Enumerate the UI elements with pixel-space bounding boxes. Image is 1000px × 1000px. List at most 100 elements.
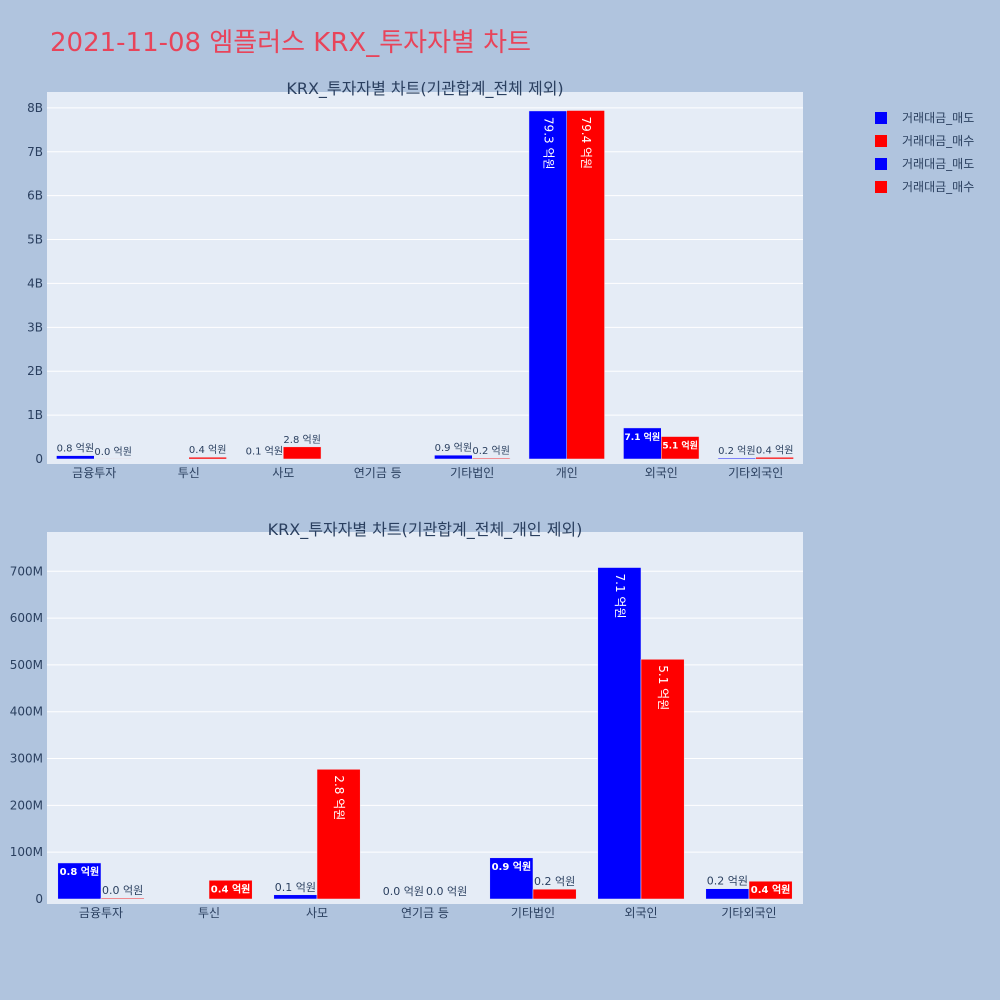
data-label: 0.2 억원 — [472, 445, 509, 457]
plot-area — [47, 532, 803, 904]
y-tick-label: 3B — [27, 320, 43, 334]
data-label: 0.1 억원 — [275, 881, 316, 894]
data-label: 0.4 억원 — [756, 444, 793, 456]
legend-swatch — [875, 111, 887, 124]
x-tick-label: 금융투자 — [72, 466, 116, 480]
bar — [566, 110, 605, 460]
bar — [532, 888, 577, 900]
y-tick-label: 400M — [10, 705, 43, 719]
data-label: 7.1 억원 — [625, 431, 661, 443]
x-tick-label: 연기금 등 — [354, 466, 402, 480]
bar — [472, 457, 511, 460]
x-tick-label: 외국인 — [645, 466, 678, 480]
data-label: 2.8 억원 — [332, 775, 346, 820]
bar — [57, 862, 102, 900]
chart-1: 0 1B 2B 3B 4B 5B 6B 7B 8B KRX_투자자별 차트(기관합계_전체 제외)… — [27, 79, 803, 480]
bar — [273, 894, 318, 900]
y-tick-label: 1B — [27, 408, 43, 422]
page-title: 2021-11-08 엠플러스 KRX_투자자별 차트 — [50, 28, 532, 58]
bar — [56, 455, 95, 460]
data-label: 2.8 억원 — [283, 434, 320, 446]
y-tick-label: 5B — [27, 233, 43, 247]
legend-swatch — [875, 157, 887, 170]
data-label: 0.2 억원 — [707, 875, 748, 888]
data-label: 5.1 억원 — [662, 440, 698, 452]
legend-label: 거래대금_매수 — [902, 180, 975, 194]
y-tick-label: 700M — [10, 564, 43, 578]
bar — [748, 880, 793, 900]
data-label: 0.4 억원 — [189, 444, 226, 456]
y-tick-label: 600M — [10, 611, 43, 625]
bar — [640, 659, 685, 900]
bar — [755, 457, 794, 460]
bar — [316, 769, 361, 900]
bar — [717, 457, 757, 460]
y-tick-label: 6B — [27, 189, 43, 203]
bar — [434, 454, 473, 460]
legend-item[interactable]: 거래대금_매도 — [875, 106, 974, 129]
x-tick-label: 사모 — [306, 906, 328, 920]
bar — [489, 857, 534, 900]
y-tick-label: 4B — [27, 276, 43, 290]
data-label: 0.8 억원 — [57, 443, 94, 455]
legend-label: 거래대금_매수 — [902, 134, 975, 148]
legend-label: 거래대금_매도 — [902, 157, 975, 171]
bar — [208, 880, 253, 900]
data-label: 0.1 억원 — [246, 446, 283, 458]
y-tick-label: 200M — [10, 798, 43, 812]
chart-title: KRX_투자자별 차트(기관합계_전체 제외) — [286, 79, 563, 99]
chart-2: 0 100M 200M 300M 400M 500M 600M 700M KRX_투자자별 차트… — [10, 520, 803, 920]
x-tick-label: 기타법인 — [450, 466, 494, 480]
x-tick-label: 연기금 등 — [401, 906, 449, 920]
data-label: 0.0 억원 — [102, 884, 143, 897]
x-tick-label: 투신 — [178, 466, 200, 480]
legend-swatch — [875, 134, 887, 147]
legend[interactable]: 거래대금_매도 거래대금_매수 거래대금_매도 거래대금_매수 — [875, 106, 974, 198]
y-tick-label: 8B — [27, 101, 43, 115]
y-tick-label: 300M — [10, 752, 43, 766]
data-label: 0.4 억원 — [751, 883, 791, 896]
legend-swatch — [875, 180, 887, 193]
plot-area — [47, 92, 803, 464]
x-tick-label: 기타외국인 — [728, 466, 783, 480]
data-label: 5.1 억원 — [656, 665, 670, 710]
legend-item[interactable]: 거래대금_매수 — [875, 129, 974, 152]
y-tick-label: 2B — [27, 364, 43, 378]
bar — [283, 446, 322, 460]
x-tick-label: 기타외국인 — [721, 906, 776, 920]
data-label: 0.2 억원 — [718, 445, 755, 457]
chart-title: KRX_투자자별 차트(기관합계_전체_개인 제외) — [268, 520, 583, 540]
bar — [705, 888, 750, 900]
x-tick-label: 기타법인 — [511, 906, 555, 920]
data-label: 0.9 억원 — [435, 442, 472, 454]
x-tick-label: 사모 — [272, 466, 294, 480]
data-label: 79.3 억원 — [541, 117, 555, 170]
x-tick-label: 개인 — [556, 466, 578, 480]
data-label: 0.8 억원 — [60, 865, 100, 878]
data-label: 0.0 억원 — [94, 446, 131, 458]
data-label: 0.9 억원 — [492, 860, 532, 873]
legend-item[interactable]: 거래대금_매수 — [875, 175, 974, 198]
bar — [528, 110, 568, 460]
bar — [597, 567, 642, 900]
legend-item[interactable]: 거래대금_매도 — [875, 152, 974, 175]
y-tick-label: 100M — [10, 845, 43, 859]
bar — [661, 436, 700, 460]
data-label: 7.1 억원 — [613, 574, 627, 619]
x-tick-label: 금융투자 — [79, 906, 123, 920]
bar — [188, 456, 227, 460]
data-label: 79.4 억원 — [579, 116, 593, 169]
legend-label: 거래대금_매도 — [902, 111, 975, 125]
y-tick-label: 0 — [35, 452, 43, 466]
x-tick-label: 투신 — [198, 906, 220, 920]
data-label: 0.4 억원 — [211, 882, 251, 895]
data-label: 0.2 억원 — [534, 875, 575, 888]
y-tick-label: 7B — [27, 145, 43, 159]
y-tick-label: 0 — [35, 892, 43, 906]
x-tick-label: 외국인 — [624, 906, 657, 920]
bar — [100, 897, 145, 900]
data-label: 0.0 억원 — [426, 885, 467, 898]
y-tick-label: 500M — [10, 658, 43, 672]
data-label: 0.0 억원 — [383, 885, 424, 898]
